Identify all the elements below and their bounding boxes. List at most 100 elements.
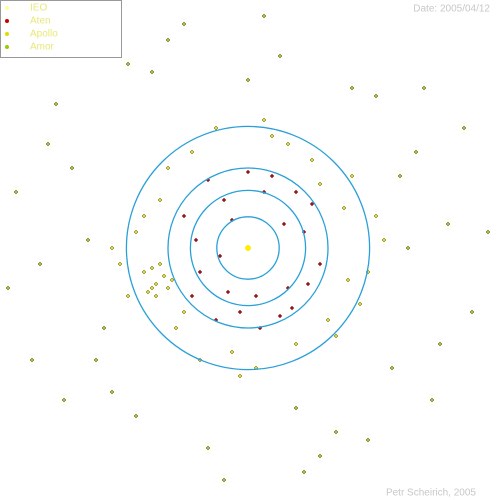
point bbox=[53, 101, 59, 107]
point bbox=[317, 181, 323, 187]
date-label: Date: 2005/04/12 bbox=[413, 4, 490, 15]
point bbox=[181, 213, 187, 219]
point bbox=[141, 269, 147, 275]
point bbox=[149, 69, 155, 75]
point bbox=[213, 125, 219, 131]
point bbox=[245, 169, 251, 175]
point bbox=[333, 429, 339, 435]
legend-marker bbox=[5, 19, 9, 23]
legend-marker bbox=[5, 32, 9, 36]
legend-label: Amor bbox=[30, 42, 55, 53]
point bbox=[45, 141, 51, 147]
point bbox=[109, 245, 115, 251]
point bbox=[165, 285, 171, 291]
point bbox=[421, 85, 427, 91]
point bbox=[309, 157, 315, 163]
point bbox=[165, 37, 171, 43]
legend-marker bbox=[5, 45, 9, 49]
point bbox=[149, 265, 155, 271]
point bbox=[169, 277, 175, 283]
point bbox=[397, 173, 403, 179]
point bbox=[277, 53, 283, 59]
point bbox=[373, 213, 379, 219]
point bbox=[217, 253, 223, 259]
legend-box bbox=[0, 0, 122, 58]
point bbox=[125, 61, 131, 67]
point bbox=[221, 477, 227, 483]
legend-label: Apollo bbox=[30, 29, 58, 40]
point bbox=[341, 205, 347, 211]
point bbox=[157, 261, 163, 267]
point bbox=[193, 237, 199, 243]
point bbox=[145, 289, 151, 295]
point bbox=[373, 93, 379, 99]
point bbox=[405, 245, 411, 251]
point bbox=[285, 141, 291, 147]
point bbox=[269, 133, 275, 139]
point bbox=[281, 221, 287, 227]
point bbox=[173, 325, 179, 331]
point bbox=[461, 125, 467, 131]
point bbox=[413, 149, 419, 155]
point bbox=[261, 117, 267, 123]
point bbox=[5, 285, 11, 291]
point bbox=[133, 413, 139, 419]
sun bbox=[245, 245, 251, 251]
point bbox=[69, 165, 75, 171]
point bbox=[269, 173, 275, 179]
point bbox=[293, 189, 299, 195]
point bbox=[261, 13, 267, 19]
point bbox=[289, 305, 295, 311]
legend-label: Aten bbox=[30, 16, 51, 27]
point bbox=[205, 445, 211, 451]
point bbox=[117, 261, 123, 267]
point bbox=[381, 237, 387, 243]
point bbox=[229, 349, 235, 355]
point bbox=[181, 309, 187, 315]
point bbox=[125, 293, 131, 299]
point bbox=[245, 77, 251, 83]
point bbox=[345, 277, 351, 283]
point bbox=[101, 325, 107, 331]
point bbox=[309, 201, 315, 207]
legend-marker bbox=[5, 6, 9, 10]
point bbox=[293, 341, 299, 347]
orbit bbox=[189, 189, 307, 307]
point bbox=[485, 229, 491, 235]
orbit bbox=[125, 125, 371, 371]
point bbox=[253, 293, 259, 299]
point bbox=[221, 197, 227, 203]
point bbox=[165, 165, 171, 171]
point bbox=[181, 21, 187, 27]
point bbox=[365, 437, 371, 443]
point bbox=[153, 293, 159, 299]
point bbox=[13, 189, 19, 195]
point bbox=[237, 373, 243, 379]
point bbox=[225, 289, 231, 295]
point bbox=[317, 261, 323, 267]
point bbox=[349, 173, 355, 179]
point bbox=[133, 229, 139, 235]
point bbox=[61, 397, 67, 403]
point bbox=[437, 341, 443, 347]
orbit bbox=[167, 167, 329, 329]
point bbox=[149, 285, 155, 291]
point bbox=[29, 357, 35, 363]
point bbox=[153, 281, 159, 287]
point bbox=[157, 197, 163, 203]
point bbox=[445, 221, 451, 227]
credit: Petr Scheirich, 2005 bbox=[386, 488, 476, 499]
point bbox=[429, 397, 435, 403]
point bbox=[197, 269, 203, 275]
point bbox=[37, 261, 43, 267]
point bbox=[389, 365, 395, 371]
point bbox=[333, 333, 339, 339]
point bbox=[349, 85, 355, 91]
point bbox=[141, 213, 147, 219]
point bbox=[85, 237, 91, 243]
point bbox=[237, 309, 243, 315]
point bbox=[189, 293, 195, 299]
point bbox=[469, 309, 475, 315]
point bbox=[357, 301, 363, 307]
